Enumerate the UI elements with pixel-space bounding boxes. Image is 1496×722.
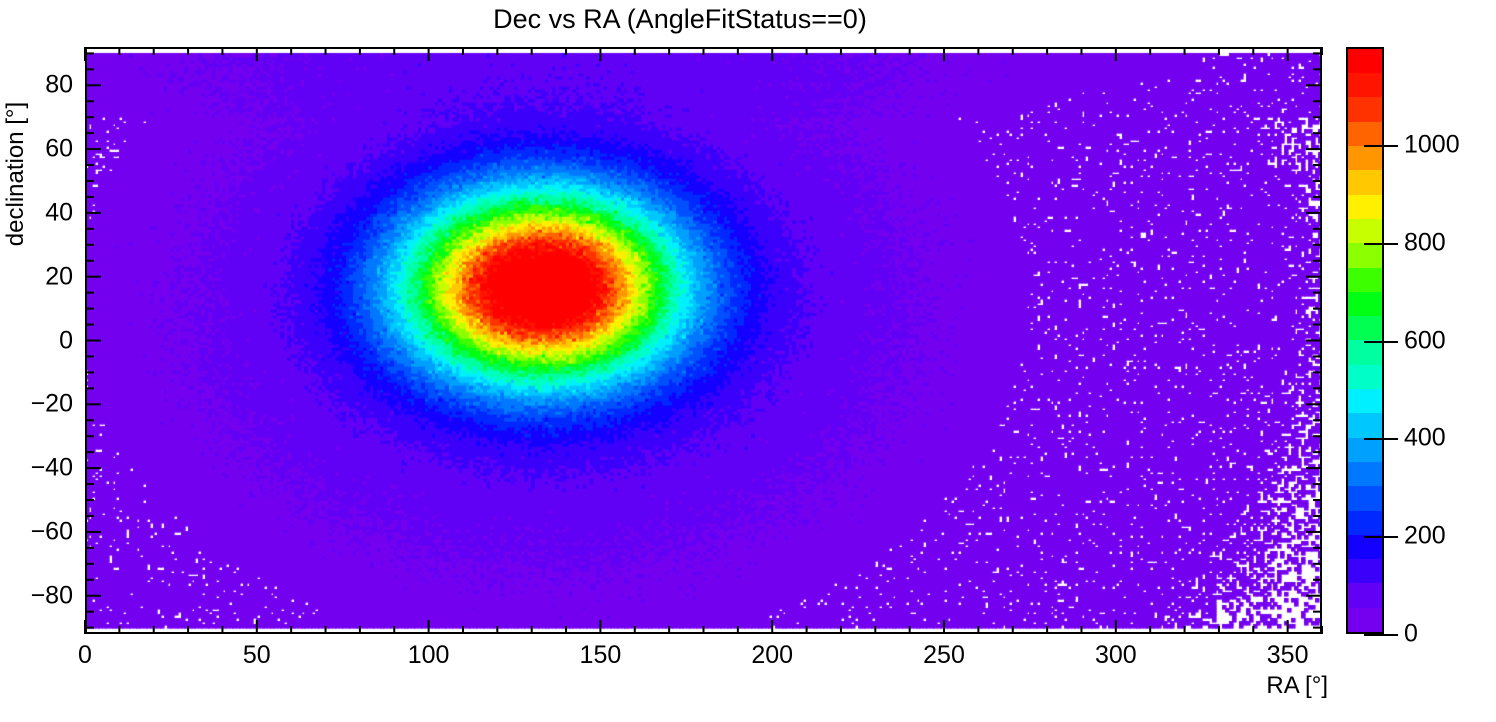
x-axis-tick-label: 50 [242, 641, 271, 669]
color-scale-bar[interactable] [1346, 47, 1384, 634]
x-axis-tick-label: 350 [1266, 641, 1309, 669]
color-scale-tick [1364, 144, 1398, 147]
histogram-heatmap[interactable] [85, 47, 1322, 634]
color-band-2 [1348, 559, 1382, 584]
x-axis-tick-label: 0 [78, 641, 92, 669]
y-axis-tick-label: 20 [45, 262, 73, 291]
color-band-18 [1348, 170, 1382, 195]
y-axis-tick-label: 60 [45, 134, 73, 163]
x-axis-tick-label: 200 [751, 641, 794, 669]
y-axis-title: declination [°] [2, 101, 29, 247]
color-band-5 [1348, 486, 1382, 511]
color-band-14 [1348, 267, 1382, 292]
color-scale-tick-label: 1000 [1404, 130, 1460, 159]
color-scale-tick-label: 400 [1404, 423, 1446, 452]
x-axis-title: RA [°] [1266, 672, 1328, 699]
color-band-11 [1348, 340, 1382, 365]
color-band-15 [1348, 243, 1382, 268]
y-axis-tick-label: −40 [30, 453, 73, 482]
color-scale-tick [1364, 242, 1398, 245]
color-band-10 [1348, 364, 1382, 390]
color-band-12 [1348, 316, 1382, 341]
color-scale-tick-label: 0 [1404, 619, 1418, 648]
color-scale-tick-label: 200 [1404, 521, 1446, 550]
color-scale-tick [1364, 340, 1398, 343]
color-band-17 [1348, 194, 1382, 219]
color-band-22 [1348, 73, 1382, 98]
color-band-1 [1348, 583, 1382, 608]
color-band-16 [1348, 218, 1382, 244]
page-title: Dec vs RA (AngleFitStatus==0) [493, 4, 867, 34]
y-axis-tick-label: 0 [59, 326, 73, 354]
y-axis-tick-label: 40 [45, 198, 73, 227]
color-scale-tick [1364, 438, 1398, 441]
color-band-0 [1348, 607, 1382, 632]
color-band-19 [1348, 146, 1382, 171]
color-scale-tick [1364, 536, 1398, 539]
y-axis-tick-label: 80 [45, 70, 73, 99]
color-scale-tick [1364, 634, 1398, 636]
color-band-21 [1348, 97, 1382, 122]
x-axis-tick-label: 300 [1094, 641, 1137, 669]
color-band-13 [1348, 291, 1382, 317]
color-scale-title: count [1400, 0, 1428, 40]
color-band-3 [1348, 534, 1382, 560]
x-axis-tick-label: 150 [579, 641, 622, 669]
color-scale-tick-label: 800 [1404, 228, 1446, 257]
x-axis-tick-label: 250 [923, 641, 965, 669]
color-band-6 [1348, 461, 1382, 487]
color-band-9 [1348, 389, 1382, 414]
color-band-8 [1348, 413, 1382, 438]
color-scale-tick-label: 600 [1404, 326, 1446, 354]
color-band-23 [1348, 48, 1382, 74]
y-axis-tick-label: −20 [30, 389, 73, 418]
y-axis-tick-label: −60 [30, 517, 73, 546]
y-axis-tick-label: −80 [30, 581, 73, 610]
color-band-7 [1348, 437, 1382, 462]
color-band-20 [1348, 121, 1382, 147]
x-axis-tick-label: 100 [407, 641, 450, 669]
color-band-4 [1348, 510, 1382, 535]
